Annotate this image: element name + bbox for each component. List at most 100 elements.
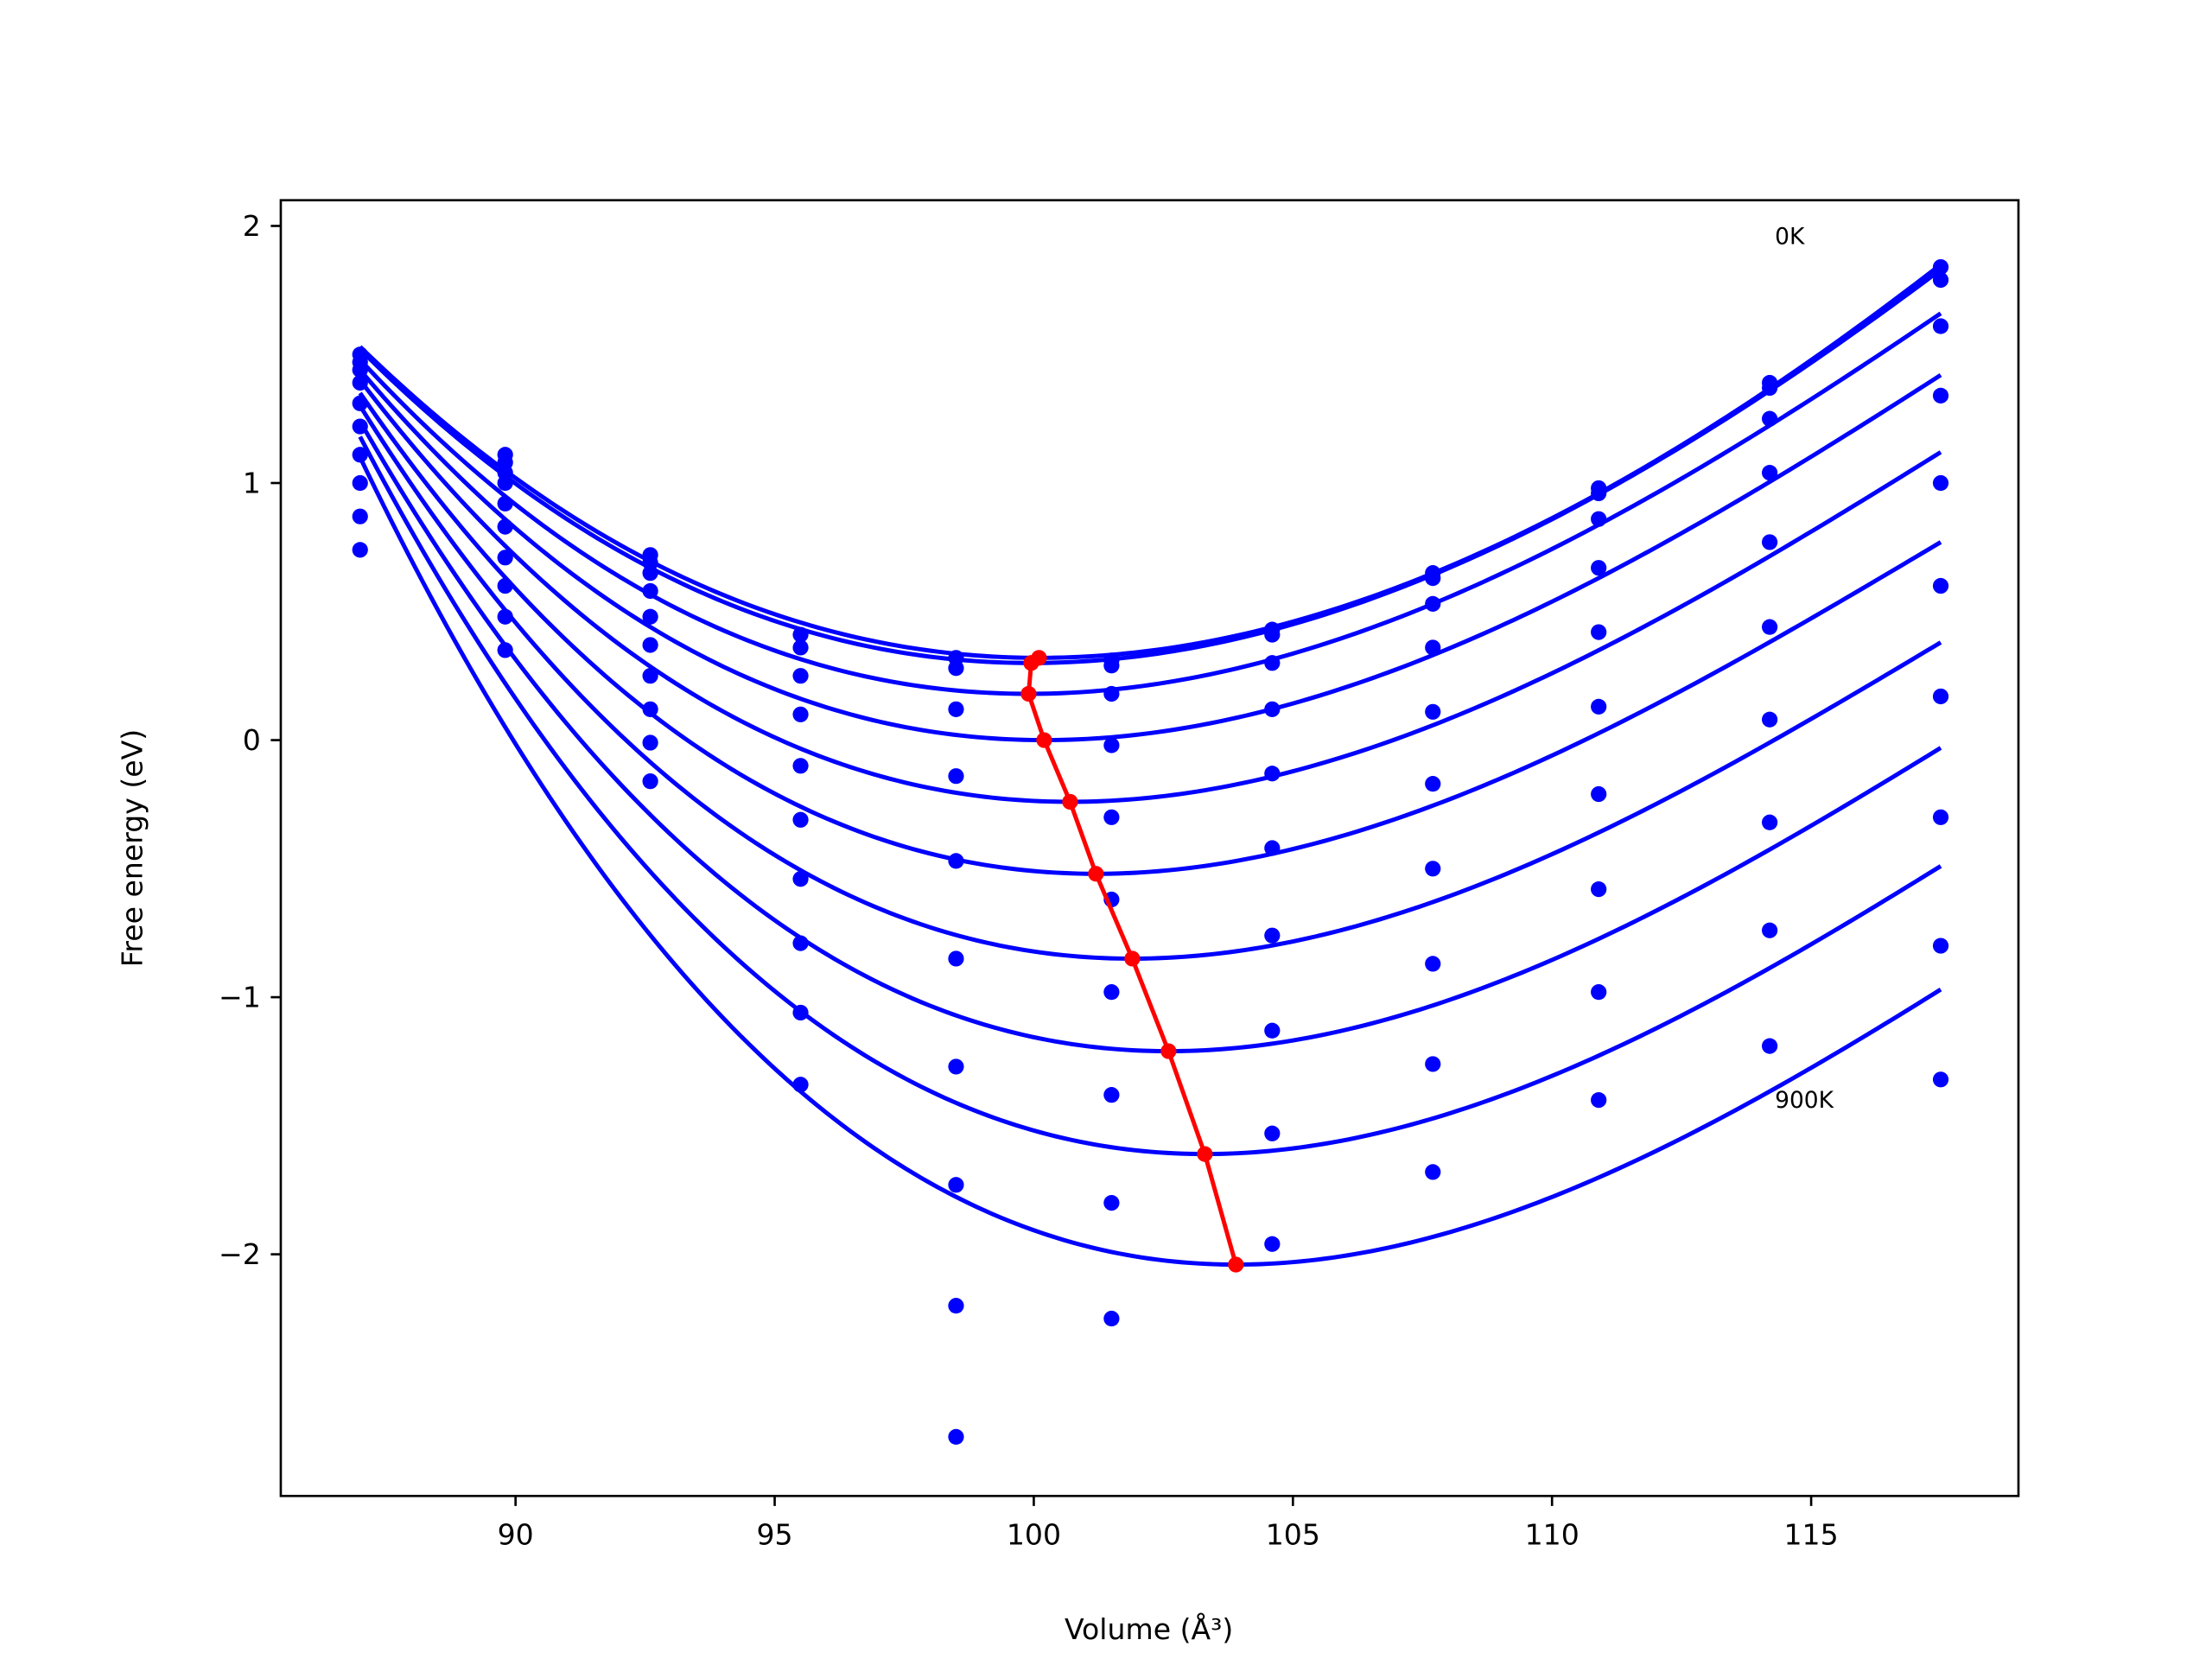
data-point-500K [497, 518, 513, 535]
data-point-500K [948, 950, 964, 967]
annotation-900k: 900K [1775, 1087, 1834, 1114]
data-point-700K [1932, 809, 1949, 825]
data-point-300K [1591, 560, 1607, 576]
data-point-200K [352, 361, 368, 378]
data-point-700K [1591, 881, 1607, 898]
fit-curve-800K [358, 435, 1942, 1157]
data-point-100K [1103, 658, 1120, 674]
data-point-800K [497, 608, 513, 625]
data-point-700K [1103, 1087, 1120, 1103]
data-point-100K [1425, 570, 1441, 587]
data-point-400K [1264, 766, 1281, 782]
data-point-200K [1762, 410, 1778, 427]
data-point-900K [1762, 1038, 1778, 1054]
data-point-900K [642, 773, 658, 790]
data-point-200K [642, 565, 658, 582]
data-point-300K [1103, 737, 1120, 753]
data-point-300K [497, 474, 513, 492]
data-point-900K [1103, 1310, 1120, 1327]
data-point-300K [1264, 701, 1281, 717]
x-axis-label: Volume (Å³) [1065, 1611, 1233, 1646]
data-point-600K [497, 550, 513, 566]
data-point-600K [1264, 927, 1281, 944]
data-point-400K [1103, 809, 1120, 825]
fit-curve-400K [358, 378, 1942, 804]
data-point-900K [1425, 1164, 1441, 1180]
y-axis-label: Free energy (eV) [115, 729, 149, 967]
data-point-800K [1425, 1056, 1441, 1072]
data-point-200K [1264, 655, 1281, 671]
data-point-300K [1425, 639, 1441, 656]
data-point-300K [1932, 387, 1949, 404]
fit-curve-100K [358, 268, 1942, 665]
data-point-700K [1264, 1022, 1281, 1039]
data-point-0K [1932, 258, 1949, 276]
data-point-700K [352, 474, 368, 492]
x-tick-label: 90 [498, 1518, 534, 1552]
data-point-200K [948, 701, 964, 717]
data-point-800K [948, 1298, 964, 1314]
minimum-point [1228, 1256, 1244, 1273]
y-tick-label: 2 [243, 209, 261, 243]
minimum-point [1088, 866, 1104, 882]
data-point-800K [792, 1004, 809, 1021]
data-point-800K [352, 508, 368, 524]
data-point-400K [948, 853, 964, 869]
data-point-0K [792, 626, 809, 643]
y-tick-label: −2 [219, 1237, 261, 1271]
data-point-800K [1103, 1195, 1120, 1211]
minimum-point [1160, 1043, 1177, 1059]
fit-curve-300K [358, 368, 1942, 743]
data-point-700K [792, 935, 809, 951]
data-point-700K [948, 1177, 964, 1193]
data-point-200K [792, 668, 809, 684]
y-tick-label: 0 [243, 723, 261, 757]
data-point-900K [948, 1428, 964, 1445]
data-point-400K [1762, 534, 1778, 550]
data-point-500K [1264, 840, 1281, 856]
y-tick-label: 1 [243, 467, 261, 500]
data-point-900K [497, 642, 513, 658]
data-point-500K [1591, 698, 1607, 715]
x-tick-label: 115 [1784, 1518, 1839, 1552]
data-point-100K [792, 639, 809, 656]
data-point-400K [1425, 703, 1441, 720]
data-point-700K [1425, 956, 1441, 972]
minimum-point [1062, 793, 1078, 810]
data-point-700K [497, 577, 513, 594]
data-point-300K [1762, 465, 1778, 481]
data-point-700K [1762, 814, 1778, 830]
data-point-600K [948, 1058, 964, 1075]
minimum-point [1197, 1146, 1213, 1162]
data-point-600K [1762, 711, 1778, 728]
data-point-600K [1932, 688, 1949, 705]
data-point-900K [1264, 1236, 1281, 1252]
x-tick-label: 105 [1266, 1518, 1320, 1552]
data-point-300K [642, 582, 658, 600]
data-point-600K [352, 447, 368, 463]
fit-curve-600K [358, 404, 1942, 961]
data-point-600K [792, 871, 809, 887]
data-point-100K [1762, 379, 1778, 397]
data-point-500K [1425, 776, 1441, 792]
data-point-400K [497, 495, 513, 512]
data-point-400K [1591, 624, 1607, 640]
data-point-300K [352, 374, 368, 391]
data-point-200K [1103, 685, 1120, 702]
data-point-400K [1932, 474, 1949, 492]
minimum-point [1036, 732, 1052, 748]
data-point-800K [1591, 984, 1607, 1001]
fit-curve-900K [358, 456, 1942, 1268]
data-point-200K [1932, 318, 1949, 334]
data-point-500K [1762, 619, 1778, 635]
data-point-800K [1932, 938, 1949, 954]
x-tick-label: 95 [756, 1518, 792, 1552]
data-point-100K [948, 660, 964, 677]
minimum-point [1023, 655, 1039, 671]
x-tick-label: 110 [1525, 1518, 1580, 1552]
data-point-900K [1932, 1071, 1949, 1088]
data-point-400K [642, 608, 658, 625]
data-point-700K [642, 701, 658, 717]
data-point-500K [352, 418, 368, 435]
